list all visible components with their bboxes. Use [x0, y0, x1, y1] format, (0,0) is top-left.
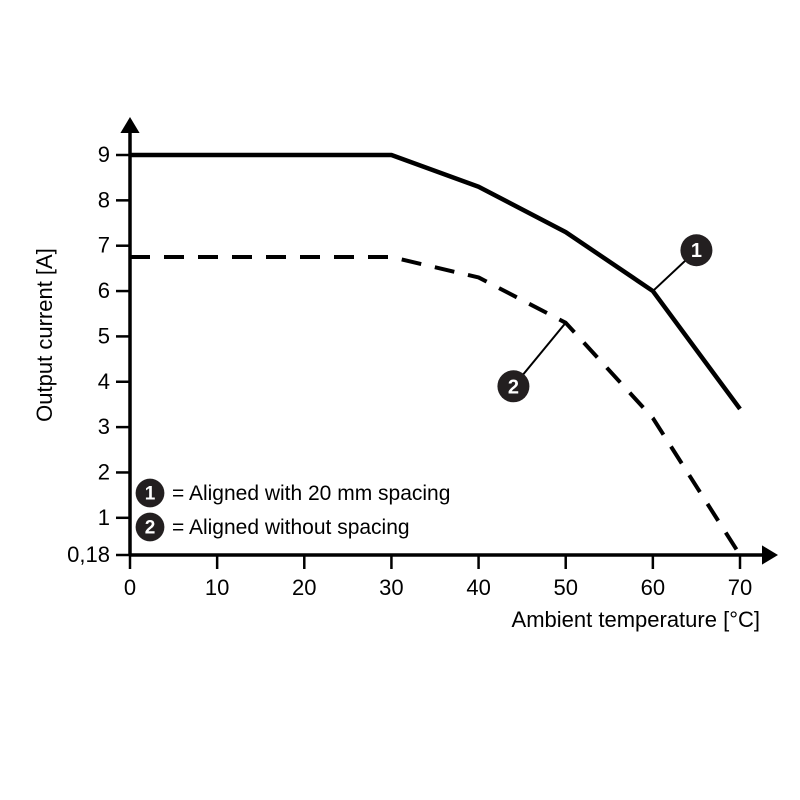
x-tick-label: 50 — [553, 575, 577, 600]
x-tick-label: 70 — [728, 575, 752, 600]
x-tick-label: 0 — [124, 575, 136, 600]
x-tick-label: 20 — [292, 575, 316, 600]
y-tick-label: 2 — [98, 459, 110, 484]
series-badge-label: 1 — [691, 240, 702, 262]
x-tick-label: 10 — [205, 575, 229, 600]
chart-bg — [0, 0, 800, 800]
series-badge-label: 2 — [508, 376, 519, 398]
y-tick-label: 3 — [98, 414, 110, 439]
y-tick-label: 1 — [98, 505, 110, 530]
y-tick-label: 7 — [98, 233, 110, 258]
chart-container: 0 10 20 30 40 50 60 70 Ambient temperature [°C] 0… — [0, 0, 800, 800]
y-axis-label: Output current [A] — [32, 248, 57, 422]
legend-text: = Aligned without spacing — [172, 516, 410, 539]
legend-badge-num: 2 — [145, 518, 156, 539]
x-tick-label: 40 — [466, 575, 490, 600]
y-tick-label: 4 — [98, 369, 110, 394]
x-tick-label: 60 — [641, 575, 665, 600]
y-tick-label: 8 — [98, 187, 110, 212]
legend-badge-num: 1 — [145, 484, 156, 505]
y-tick-label: 0,18 — [67, 542, 110, 567]
x-tick-label: 30 — [379, 575, 403, 600]
legend-text: = Aligned with 20 mm spacing — [172, 482, 450, 505]
y-tick-label: 9 — [98, 142, 110, 167]
y-tick-label: 5 — [98, 323, 110, 348]
x-axis-label: Ambient temperature [°C] — [512, 607, 760, 632]
y-tick-label: 6 — [98, 278, 110, 303]
derating-chart: 0 10 20 30 40 50 60 70 Ambient temperature [°C] 0… — [0, 0, 800, 800]
